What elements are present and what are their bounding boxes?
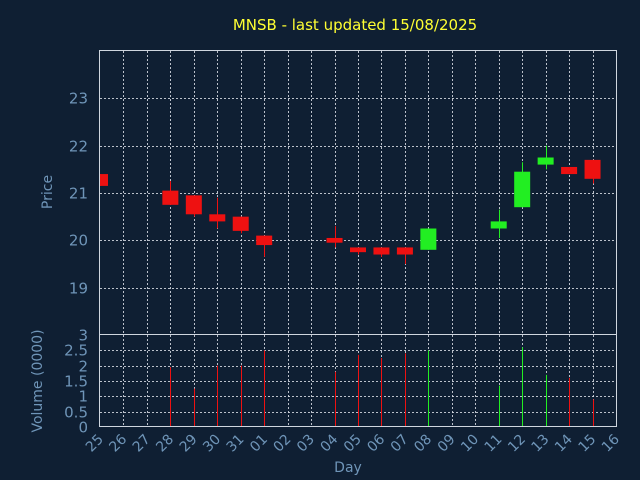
candle-body bbox=[561, 166, 578, 175]
candle-body bbox=[185, 195, 202, 215]
volume-y-tick-label: 1 bbox=[78, 388, 88, 406]
price-y-ticks: 19 20 21 22 23 bbox=[69, 90, 88, 298]
volume-y-ticks: 00.511.522.53 bbox=[64, 327, 88, 437]
volume-y-tick-label: 2 bbox=[78, 358, 88, 376]
candle-body bbox=[162, 190, 179, 205]
candle-body bbox=[350, 247, 366, 253]
candle-body bbox=[209, 214, 226, 222]
volume-y-tick-label: 1.5 bbox=[64, 373, 88, 391]
price-y-tick-label: 21 bbox=[69, 185, 88, 203]
candle-body bbox=[373, 247, 390, 255]
price-y-tick-label: 19 bbox=[69, 280, 88, 298]
price-grid bbox=[100, 51, 616, 335]
volume-y-tick-label: 2.5 bbox=[64, 342, 88, 360]
price-y-tick-label: 22 bbox=[69, 138, 88, 156]
candle-body bbox=[514, 171, 531, 208]
candle-body bbox=[420, 228, 437, 250]
volume-bars bbox=[170, 347, 594, 427]
price-y-tick-label: 23 bbox=[69, 90, 88, 108]
volume-y-tick-label: 3 bbox=[78, 327, 88, 345]
candle-body bbox=[256, 235, 273, 246]
candle-body bbox=[396, 247, 413, 255]
price-axis-title: Price bbox=[40, 175, 56, 209]
x-axis-title: Day bbox=[334, 460, 362, 476]
candle-body bbox=[537, 157, 554, 165]
candles bbox=[100, 145, 601, 264]
chart-title: MNSB - last updated 15/08/2025 bbox=[233, 16, 477, 34]
volume-y-tick-label: 0 bbox=[78, 419, 88, 437]
price-y-tick-label: 20 bbox=[69, 232, 88, 250]
candle-body bbox=[232, 216, 249, 231]
candle-body bbox=[584, 159, 601, 179]
volume-axis-title: Volume (0000) bbox=[30, 329, 46, 432]
volume-panel-frame bbox=[99, 334, 617, 427]
candle-body bbox=[490, 221, 507, 229]
volume-y-tick-label: 0.5 bbox=[64, 404, 88, 422]
x-ticks: 25 26 27 28 29 30 31 01 02 03 04 05 06 07 08 09 10 11 12 13… bbox=[83, 431, 623, 455]
candle-body bbox=[100, 174, 108, 186]
candle-body bbox=[326, 237, 343, 243]
